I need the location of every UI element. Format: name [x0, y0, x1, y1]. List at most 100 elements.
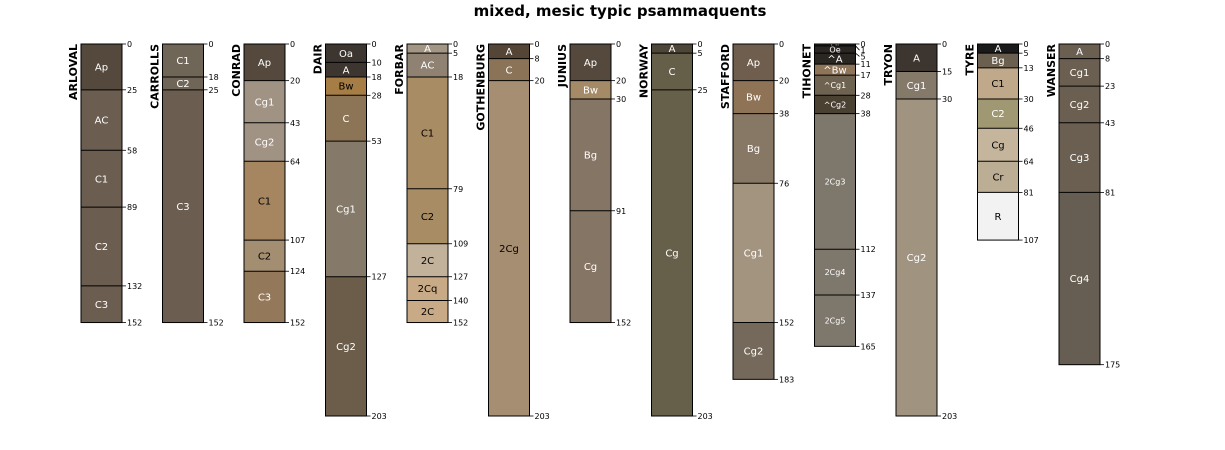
horizon-block	[814, 113, 856, 250]
horizon-label: 2C	[421, 256, 434, 267]
horizon-label: Cg4	[1070, 274, 1090, 285]
profile-name-label: NORWAY	[638, 43, 651, 98]
profile-outline	[977, 43, 1019, 241]
depth-label: 81	[1105, 188, 1115, 197]
profile-outline	[814, 43, 856, 347]
depth-label: 38	[861, 110, 871, 119]
depth-label: 0	[698, 40, 703, 49]
depth-label: 0	[1024, 40, 1029, 49]
depth-label: 25	[127, 86, 137, 95]
horizon-label: Ap	[95, 63, 108, 74]
depth-label: 183	[779, 375, 794, 384]
profile-name-label: WANSER	[1045, 43, 1058, 97]
depth-label: 0	[779, 40, 784, 49]
depth-label: 30	[1024, 95, 1034, 104]
horizon-label: 2Cg	[499, 244, 519, 255]
horizon-block	[814, 44, 856, 46]
horizon-block	[733, 113, 774, 184]
horizon-label: Cg2	[744, 347, 764, 358]
depth-label: 152	[209, 319, 224, 328]
depth-label: 0	[861, 40, 866, 49]
horizon-block	[1059, 86, 1100, 123]
horizon-label: C2	[176, 79, 189, 90]
depth-label: 43	[290, 119, 300, 128]
depth-label: 124	[290, 267, 305, 276]
horizon-block	[244, 271, 285, 323]
depth-label: 46	[1024, 124, 1034, 133]
horizon-block	[896, 71, 937, 99]
depth-label: 64	[290, 157, 300, 166]
horizon-block	[977, 98, 1019, 129]
depth-label: 15	[942, 67, 952, 76]
depth-label: 8	[535, 55, 540, 64]
horizon-label: A	[913, 53, 920, 64]
depth-label: 0	[209, 40, 214, 49]
depth-label: 0	[290, 40, 295, 49]
horizon-label: Cg1	[907, 81, 927, 92]
horizon-block	[325, 76, 367, 96]
depth-label: 11	[861, 60, 871, 69]
depth-label: 79	[453, 185, 463, 194]
horizon-label: C	[506, 65, 513, 76]
horizon-label: C1	[176, 56, 189, 67]
depth-label: 107	[290, 236, 305, 245]
depth-label: 13	[1024, 64, 1034, 73]
depth-label: 5	[698, 49, 703, 58]
horizon-block	[325, 276, 367, 416]
horizon-block	[977, 53, 1019, 68]
horizon-label: Cg2	[907, 253, 927, 264]
profile-name-label: CARROLLS	[149, 44, 162, 109]
depth-label: 109	[453, 240, 468, 249]
horizon-label: Cg1	[255, 97, 275, 108]
horizon-block	[1059, 44, 1100, 59]
profile-arloval: ARLOVAL Ap AC C1 C2 C3 0 25 58 89 132 152	[67, 40, 142, 328]
horizon-block	[244, 122, 285, 162]
depth-label: 203	[535, 412, 550, 421]
profile-name-label: TIHONET	[801, 44, 814, 99]
horizon-block	[407, 243, 448, 277]
depth-label: 20	[535, 77, 545, 86]
horizon-block	[977, 192, 1019, 241]
horizon-label: C	[669, 67, 676, 78]
horizon-block	[814, 53, 856, 65]
profile-name-label: CONRAD	[230, 44, 243, 97]
depth-label: 91	[616, 207, 626, 216]
profile-name-label: JUNIUS	[556, 44, 569, 88]
depth-label: 137	[861, 291, 876, 300]
horizon-label: C1	[258, 196, 271, 207]
depth-label: 30	[616, 95, 626, 104]
horizon-block	[570, 80, 611, 99]
profile-carrolls: CARROLLS C1 C2 C3 0 18 25 152	[149, 40, 224, 328]
horizon-block	[244, 240, 285, 272]
horizon-block	[325, 44, 367, 63]
profile-norway: NORWAY A C Cg 05 25 203	[638, 40, 713, 421]
depth-tick	[855, 45, 860, 51]
horizon-label: Bw	[338, 82, 353, 93]
depth-label: 0	[535, 40, 540, 49]
horizon-block	[814, 75, 856, 96]
profile-dair: DAIR Oa A Bw C Cg1 Cg2 0 10 18 28 53 127 203	[312, 40, 387, 421]
depth-label: 203	[942, 412, 957, 421]
horizon-label: 2Cg3	[825, 177, 846, 186]
depth-label: 18	[453, 73, 463, 82]
horizon-label: Cg1	[336, 205, 356, 216]
depth-label: 10	[372, 58, 382, 67]
horizon-block	[814, 64, 856, 76]
depth-label: 25	[209, 86, 219, 95]
horizon-block	[651, 44, 693, 54]
horizon-block	[407, 76, 448, 189]
horizon-label: Oa	[339, 49, 353, 60]
depth-label: 76	[779, 179, 789, 188]
horizon-label: C1	[95, 174, 108, 185]
depth-label: 81	[1024, 188, 1034, 197]
horizon-label: Cg	[584, 262, 597, 273]
horizon-block	[81, 44, 122, 90]
horizon-block	[407, 53, 448, 77]
depth-label: 152	[453, 319, 468, 328]
horizon-label: A	[506, 47, 513, 58]
depth-label: 1	[861, 46, 866, 55]
profile-wanser: WANSER A Cg1 Cg2 Cg3 Cg4 0 8 23 43 81 175	[1045, 40, 1120, 370]
profile-tihonet: TIHONET OiOe^A^Bw^Cg1^Cg22Cg32Cg42Cg50151…	[801, 40, 876, 351]
horizon-label: Cg	[991, 140, 1004, 151]
horizon-block	[407, 44, 448, 54]
